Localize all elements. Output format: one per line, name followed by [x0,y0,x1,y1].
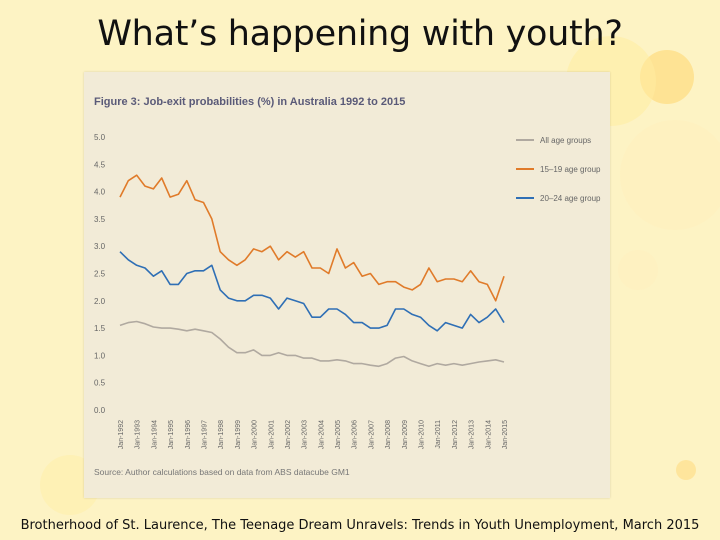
x-tick-label: Jan-2013 [469,420,476,449]
legend-label: 15–19 age group [540,165,601,174]
y-tick-label: 1.0 [94,351,106,360]
series-line [119,320,505,368]
figure-scan: Figure 3: Job-exit probabilities (%) in … [84,72,610,498]
legend-label: All age groups [540,136,591,145]
x-tick-label: Jan-1999 [235,420,242,449]
x-tick-label: Jan-2012 [452,420,459,449]
x-tick-label: Jan-2003 [302,420,309,449]
x-tick-label: Jan-2011 [435,420,442,449]
background-bubble [620,120,720,230]
figure-source: Source: Author calculations based on dat… [94,467,350,477]
series-line [119,251,505,332]
x-tick-label: Jan-1998 [218,420,225,449]
x-tick-label: Jan-1996 [185,420,192,449]
y-tick-label: 2.0 [94,297,106,306]
background-bubble [676,460,696,480]
y-tick-label: 3.5 [94,215,106,224]
y-tick-label: 0.0 [94,406,106,415]
x-tick-label: Jan-2014 [485,420,492,449]
x-tick-label: Jan-2005 [335,420,342,449]
y-tick-label: 5.0 [94,133,106,142]
x-tick-label: Jan-2001 [268,420,275,449]
x-tick-label: Jan-1993 [135,420,142,449]
slide-caption: Brotherhood of St. Laurence, The Teenage… [20,518,700,533]
x-tick-label: Jan-1992 [118,420,125,449]
x-tick-label: Jan-1995 [168,420,175,449]
y-tick-label: 4.0 [94,188,106,197]
x-tick-label: Jan-2000 [252,420,259,449]
x-tick-label: Jan-2009 [402,420,409,449]
y-tick-label: 0.5 [94,379,106,388]
y-tick-label: 3.0 [94,242,106,251]
y-tick-label: 1.5 [94,324,106,333]
background-bubble [618,250,658,290]
x-tick-label: Jan-2015 [502,420,509,449]
y-tick-label: 4.5 [94,160,106,169]
slide-title: What’s happening with youth? [97,14,623,54]
x-tick-label: Jan-1994 [151,420,158,449]
x-tick-label: Jan-2002 [285,420,292,449]
x-tick-label: Jan-2006 [352,420,359,449]
y-tick-label: 2.5 [94,270,106,279]
x-tick-label: Jan-2010 [419,420,426,449]
line-chart: 5.0 4.5 4.0 3.5 3.0 2.5 2.0 1.5 1.0 0.5 0.0 Jan-19… [94,133,601,449]
figure-title: Figure 3: Job-exit probabilities (%) in … [94,96,406,108]
x-tick-label: Jan-1997 [201,420,208,449]
x-tick-label: Jan-2007 [368,420,375,449]
x-tick-label: Jan-2004 [318,420,325,449]
series-line [119,174,505,302]
x-tick-label: Jan-2008 [385,420,392,449]
legend-label: 20–24 age group [540,194,601,203]
